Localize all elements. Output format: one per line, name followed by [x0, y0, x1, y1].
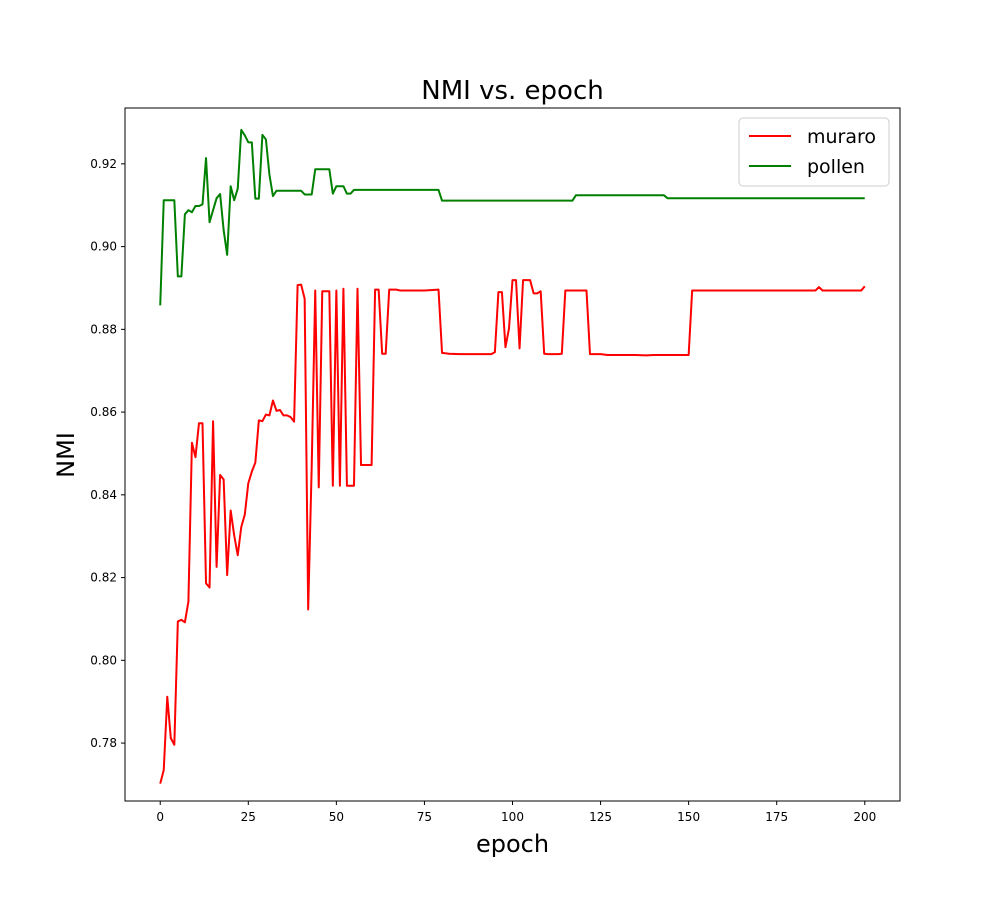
x-tick-label: 200	[853, 810, 876, 824]
y-tick-label: 0.80	[90, 653, 117, 667]
axes-frame	[124, 107, 901, 802]
series-layer	[159, 128, 866, 784]
chart-title: NMI vs. epoch	[421, 76, 603, 106]
x-tick-label: 25	[241, 810, 256, 824]
legend: muraro pollen	[738, 117, 890, 187]
y-axis-ticks: 0.78 0.80 0.82 0.84 0.86 0.88 0.90 0.92	[90, 157, 125, 750]
plot-area: 0 25 50 75 100 125 150 175 200 0.780.800.820.840…	[90, 107, 901, 824]
y-tick-label: 0.78	[90, 736, 117, 750]
y-tick-label: 0.82	[90, 571, 117, 585]
x-tick-label: 75	[417, 810, 432, 824]
legend-label-pollen: pollen	[807, 156, 865, 178]
x-tick-label: 125	[589, 810, 612, 824]
y-tick-label: 0.90	[90, 240, 117, 254]
legend-label-muraro: muraro	[807, 126, 876, 148]
series-line-muraro	[159, 279, 866, 784]
series-line-pollen	[159, 128, 865, 306]
y-axis-title: NMI	[52, 432, 80, 478]
y-tick-label: 0.86	[90, 405, 117, 419]
x-tick-label: 175	[765, 810, 788, 824]
y-tick-label: 0.88	[90, 322, 117, 336]
x-tick-label: 100	[501, 810, 524, 824]
y-tick-label: 0.84	[90, 488, 117, 502]
x-tick-label: 150	[677, 810, 700, 824]
x-axis-ticks: 0 25 50 75 100 125 150 175 200	[156, 801, 876, 824]
x-axis-title: epoch	[476, 830, 549, 858]
x-tick-label: 50	[329, 810, 344, 824]
y-tick-label: 0.92	[90, 157, 117, 171]
x-tick-label: 0	[156, 810, 164, 824]
